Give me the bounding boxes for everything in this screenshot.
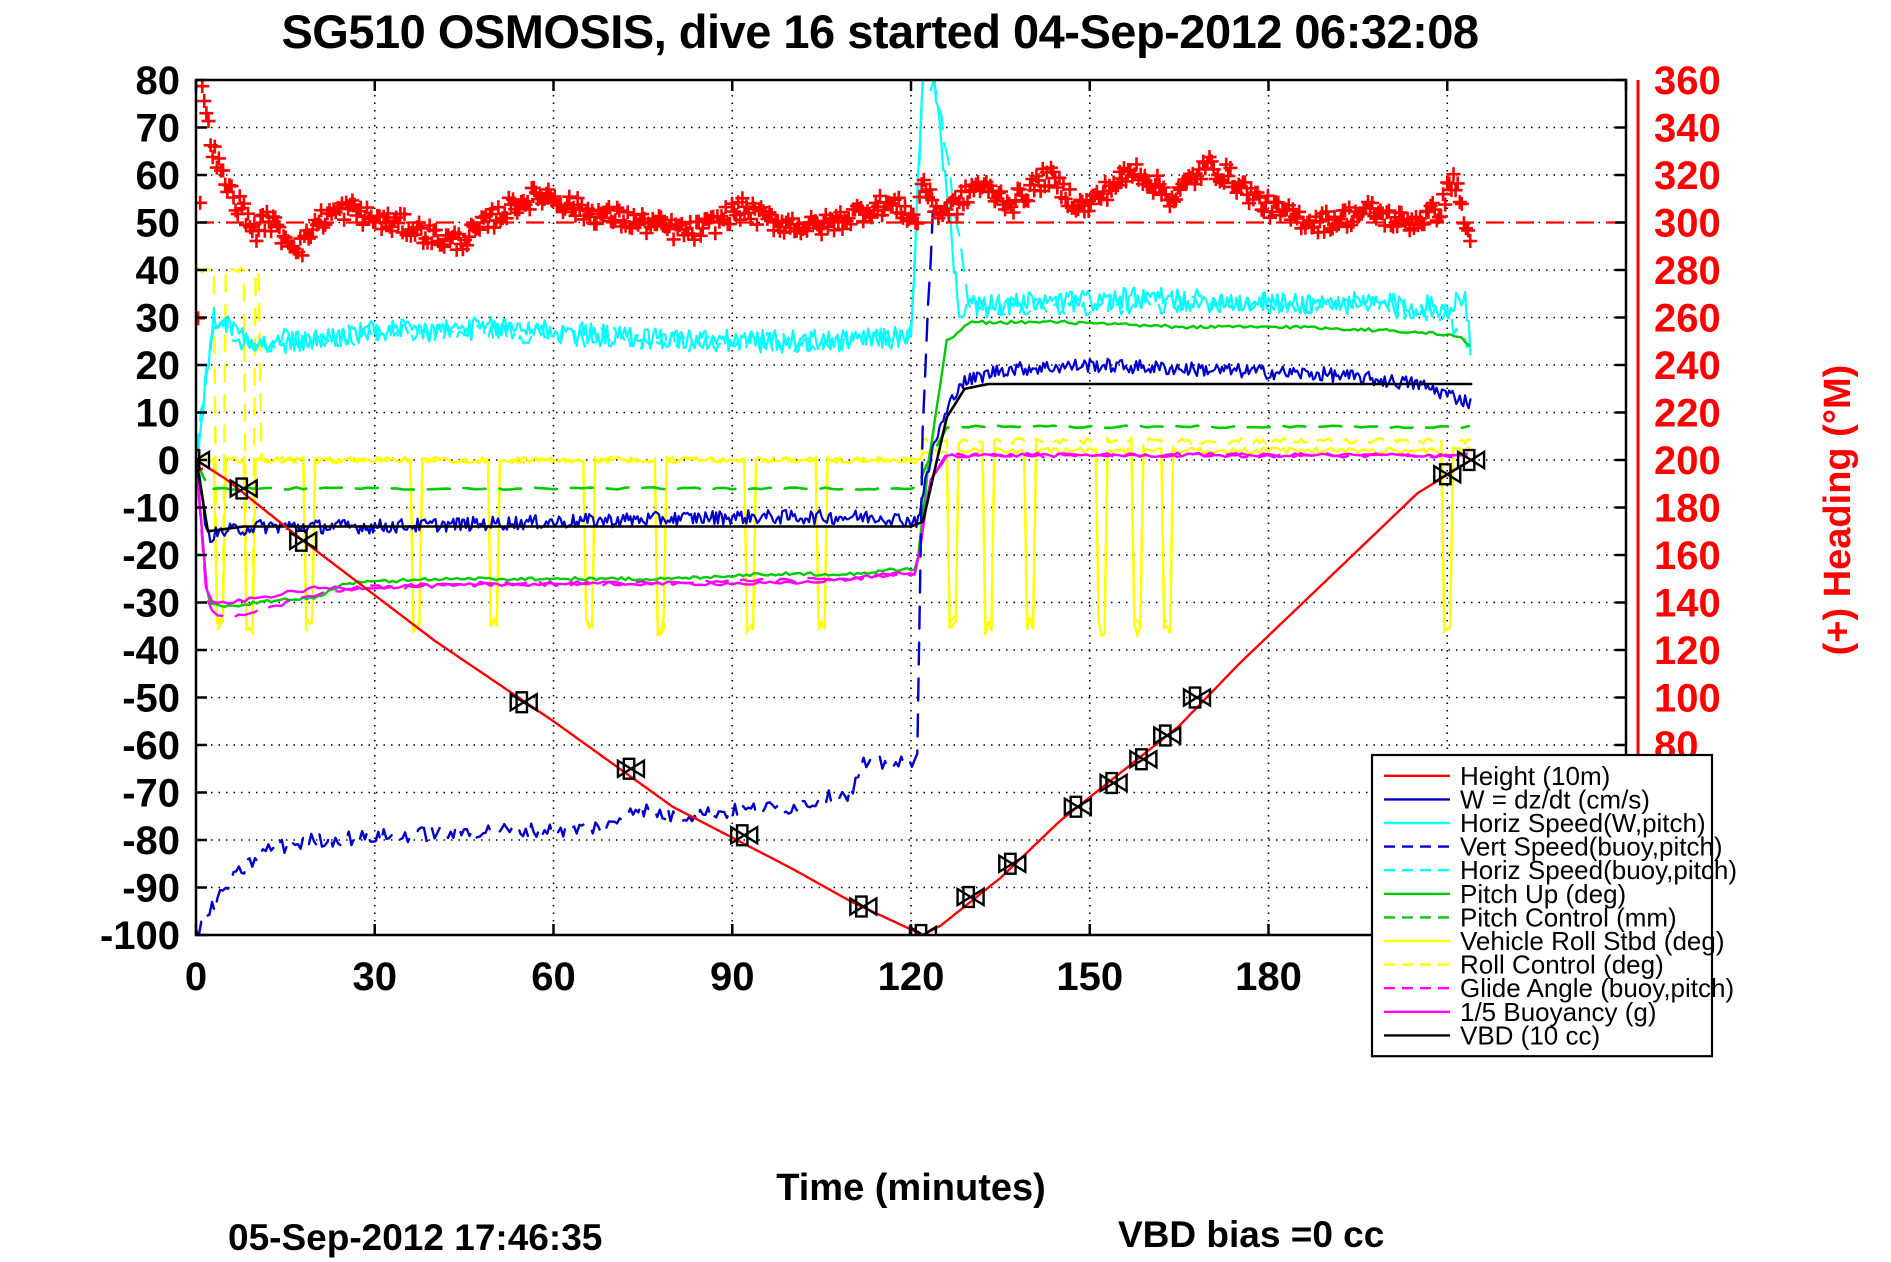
y-tick-right: 120	[1654, 629, 1721, 673]
y-tick-right: 360	[1654, 59, 1721, 103]
legend-label-vert_speed_buoy: Vert Speed(buoy,pitch)	[1460, 832, 1723, 862]
legend-label-vehicle_roll: Vehicle Roll Stbd (deg)	[1460, 926, 1724, 956]
series-vert_speed_buoy	[196, 198, 935, 935]
y-tick-right: 200	[1654, 439, 1721, 483]
y-tick-right: 300	[1654, 202, 1721, 246]
y-axis-label-right: (+) Heading (°M)	[1817, 365, 1859, 656]
y-tick-right: 180	[1654, 487, 1721, 531]
y-tick-left: -100	[100, 914, 180, 958]
y-tick-left: 10	[136, 392, 181, 436]
y-tick-left: -20	[122, 534, 180, 578]
timestamp-footer: 05-Sep-2012 17:46:35	[228, 1217, 602, 1258]
y-tick-left: 80	[136, 59, 181, 103]
x-tick: 0	[185, 955, 207, 999]
y-tick-left: 20	[136, 344, 181, 388]
legend-label-pitch_control: Pitch Control (mm)	[1460, 902, 1677, 932]
x-tick: 30	[353, 955, 398, 999]
y-tick-left: -80	[122, 819, 180, 863]
x-tick: 120	[878, 955, 945, 999]
x-tick: 150	[1056, 955, 1123, 999]
y-tick-right: 260	[1654, 297, 1721, 341]
legend-label-roll_control: Roll Control (deg)	[1460, 950, 1664, 980]
series-height	[196, 458, 1472, 935]
series-buoyancy	[196, 452, 1469, 605]
vbd-bias-footer: VBD bias =0 cc	[1118, 1214, 1384, 1255]
y-tick-left: -90	[122, 867, 180, 911]
chart-legend[interactable]: Height (10m)W = dz/dt (cm/s)Horiz Speed(…	[1370, 753, 1737, 1058]
y-tick-left: -70	[122, 772, 180, 816]
page-title: SG510 OSMOSIS, dive 16 started 04-Sep-20…	[281, 5, 1479, 58]
series-pitch_control	[196, 424, 1470, 492]
series-horiz_speed_w	[196, 80, 1472, 472]
y-tick-right: 100	[1654, 677, 1721, 721]
tick-labels: 80706050403020100-10-20-30-40-50-60-70-8…	[100, 59, 1721, 999]
y-tick-right: 160	[1654, 534, 1721, 578]
y-tick-left: -60	[122, 724, 180, 768]
y-tick-right: 220	[1654, 392, 1721, 436]
y-tick-right: 140	[1654, 582, 1721, 626]
y-tick-left: -40	[122, 629, 180, 673]
height-markers	[196, 448, 1486, 935]
y-tick-left: 60	[136, 154, 181, 198]
legend-label-pitch_up: Pitch Up (deg)	[1460, 879, 1626, 909]
x-axis-label: Time (minutes)	[776, 1167, 1046, 1209]
y-tick-left: 30	[136, 297, 181, 341]
y-tick-right: 280	[1654, 249, 1721, 293]
legend-label-glide_angle: Glide Angle (buoy,pitch)	[1460, 973, 1734, 1003]
legend-label-vbd: VBD (10 cc)	[1460, 1020, 1600, 1050]
series-glide_angle	[196, 451, 1469, 619]
legend-label-horiz_speed_buoy: Horiz Speed(buoy,pitch)	[1460, 855, 1737, 885]
legend-label-horiz_speed_w: Horiz Speed(W,pitch)	[1460, 808, 1706, 838]
series-pitch_up	[196, 319, 1470, 609]
series-heading	[196, 80, 1478, 476]
y-tick-left: 40	[136, 249, 181, 293]
y-tick-left: -10	[122, 487, 180, 531]
x-tick: 60	[531, 955, 576, 999]
data-series-layer	[196, 80, 1626, 935]
y-tick-right: 340	[1654, 107, 1721, 151]
y-tick-right: 240	[1654, 344, 1721, 388]
series-vbd	[196, 382, 1473, 533]
legend-label-buoyancy: 1/5 Buoyancy (g)	[1460, 997, 1657, 1027]
x-tick: 180	[1235, 955, 1302, 999]
series-roll_control	[196, 265, 1472, 638]
series-vehicle_roll	[196, 445, 1472, 640]
y-tick-left: -50	[122, 677, 180, 721]
x-tick: 90	[710, 955, 755, 999]
y-tick-right: 320	[1654, 154, 1721, 198]
y-tick-left: 70	[136, 107, 181, 151]
legend-label-w_dzdt: W = dz/dt (cm/s)	[1460, 784, 1650, 814]
legend-label-height: Height (10m)	[1460, 761, 1610, 791]
legend-box	[1370, 753, 1714, 1058]
series-horiz_speed_buoy	[196, 80, 1471, 458]
y-tick-left: 0	[158, 439, 180, 483]
y-tick-left: -30	[122, 582, 180, 626]
axes-frame	[194, 78, 1640, 937]
y-tick-left: 50	[136, 202, 181, 246]
